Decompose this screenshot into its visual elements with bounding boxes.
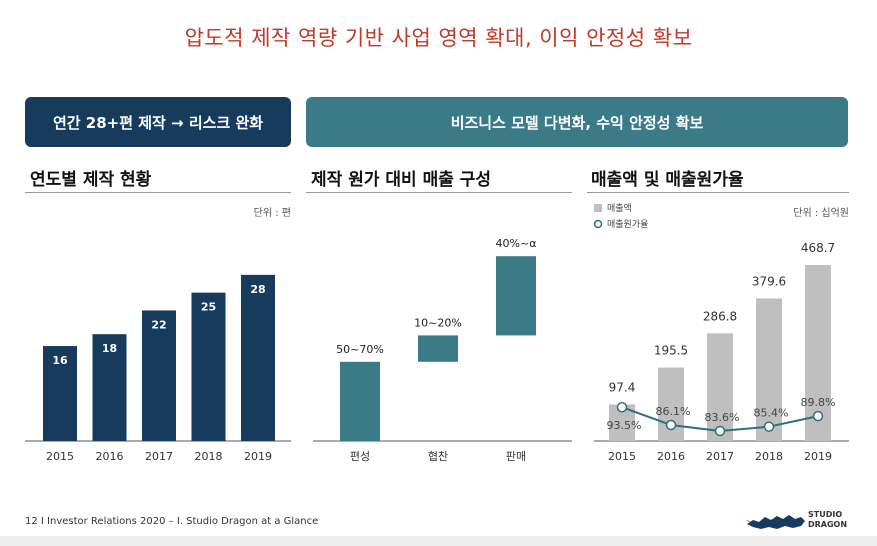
waterfall-bar-협찬 xyxy=(418,335,458,362)
logo-brand-line1: STUDIO xyxy=(808,510,843,519)
revenue-value-label: 286.8 xyxy=(703,309,737,323)
waterfall-bar-편성 xyxy=(340,361,380,441)
bar-value-label: 22 xyxy=(151,318,166,331)
waterfall-bar-판매 xyxy=(496,256,536,336)
page-title: 압도적 제작 역량 기반 사업 영역 확대, 이익 안정성 확보 xyxy=(184,26,693,50)
legend-marker-ratio xyxy=(593,219,603,229)
bar-revenue-2018 xyxy=(756,298,782,441)
revenue-value-label: 379.6 xyxy=(752,274,786,288)
legend-label-revenue: 매출액 xyxy=(607,202,632,214)
bar-revenue-2017 xyxy=(707,333,733,441)
x-tick-label: 2019 xyxy=(804,450,832,463)
logo-brand: STUDIO DRAGON xyxy=(808,510,847,530)
ratio-value-label: 86.1% xyxy=(656,405,691,418)
x-tick-label: 2016 xyxy=(657,450,685,463)
section-divider xyxy=(587,192,849,193)
bar-value-label: 28 xyxy=(250,283,265,296)
ratio-value-label: 85.4% xyxy=(754,407,789,420)
section-divider xyxy=(306,192,572,193)
legend-label-ratio: 매출원가율 xyxy=(607,219,648,230)
bar-production-2016 xyxy=(92,334,127,441)
ratio-point-2017 xyxy=(714,425,726,437)
revenue-value-label: 97.4 xyxy=(609,380,636,394)
x-tick-label: 2018 xyxy=(755,450,783,463)
x-tick-label: 2017 xyxy=(706,450,734,463)
x-tick-label: 2019 xyxy=(244,450,272,463)
dragon-logo-icon xyxy=(746,515,805,529)
ratio-point-2018 xyxy=(763,421,775,432)
revenue-value-label: 468.7 xyxy=(801,241,835,255)
ratio-value-label: 89.8% xyxy=(801,396,836,409)
bottom-strip xyxy=(0,536,877,546)
waterfall-value-label: 40%~α xyxy=(496,237,537,250)
revenue-value-label: 195.5 xyxy=(654,344,688,358)
ratio-point-2015 xyxy=(616,401,628,413)
section-title-production: 연도별 제작 현황 xyxy=(30,170,152,190)
bar-value-label: 18 xyxy=(102,342,117,355)
x-tick-label: 편성 xyxy=(350,450,370,463)
section-title-cost: 제작 원가 대비 매출 구성 xyxy=(311,170,492,190)
x-tick-label: 협찬 xyxy=(428,449,448,463)
x-tick-label: 2015 xyxy=(608,450,636,463)
x-tick-label: 2016 xyxy=(96,450,124,463)
ratio-value-label: 83.6% xyxy=(705,411,740,424)
bar-production-2015 xyxy=(43,346,77,441)
bar-value-label: 16 xyxy=(52,354,68,367)
unit-label-production: 단위 : 편 xyxy=(253,208,291,219)
ratio-value-label: 93.5% xyxy=(607,419,642,432)
x-tick-label: 판매 xyxy=(506,450,526,463)
x-tick-label: 2015 xyxy=(46,450,74,463)
banner-production: 연간 28+편 제작 → 리스크 완화 xyxy=(25,97,291,147)
banner-business-model: 비즈니스 모델 다변화, 수익 안정성 확보 xyxy=(306,97,848,147)
x-tick-label: 2017 xyxy=(145,450,173,463)
bar-production-2017 xyxy=(142,310,176,441)
section-title-revenue: 매출액 및 매출원가율 xyxy=(591,170,744,190)
waterfall-value-label: 10~20% xyxy=(414,316,462,329)
waterfall-value-label: 50~70% xyxy=(336,343,384,356)
logo-brand-line2: DRAGON xyxy=(808,520,848,529)
ratio-point-2019 xyxy=(812,410,824,422)
section-divider xyxy=(25,192,291,193)
bar-production-2018 xyxy=(191,292,226,441)
unit-label-revenue: 단위 : 십억원 xyxy=(793,208,849,219)
bar-production-2019 xyxy=(241,274,275,441)
x-tick-label: 2018 xyxy=(195,450,223,463)
bar-value-label: 25 xyxy=(201,301,216,314)
legend-swatch-revenue xyxy=(594,204,602,212)
footer-text: 12 I Investor Relations 2020 – I. Studio… xyxy=(25,516,319,527)
ratio-point-2016 xyxy=(665,419,677,431)
